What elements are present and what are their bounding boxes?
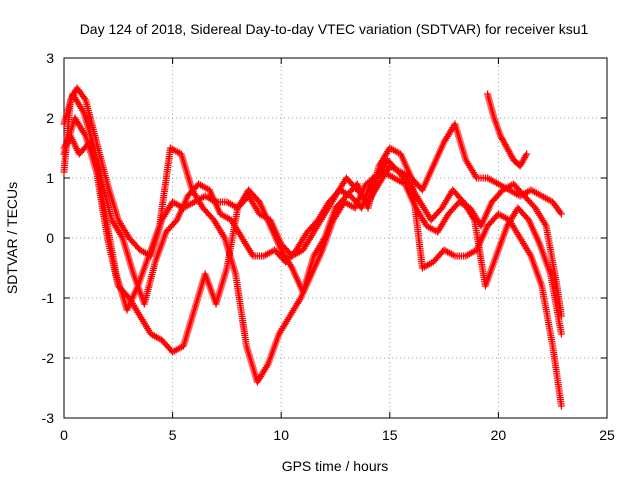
- data-point: [557, 402, 565, 410]
- y-axis-label: SDTVAR / TECUs: [4, 182, 20, 294]
- x-tick-label: 10: [273, 427, 289, 443]
- data-points: [60, 84, 565, 410]
- y-tick-label: 1: [46, 170, 54, 186]
- x-tick-label: 15: [382, 427, 398, 443]
- y-tick-label: 0: [46, 230, 54, 246]
- x-tick-label: 0: [60, 427, 68, 443]
- x-tick-label: 5: [169, 427, 177, 443]
- y-tick-label: 2: [46, 110, 54, 126]
- y-tick-label: -3: [42, 410, 55, 426]
- x-tick-label: 20: [491, 427, 507, 443]
- grid: [64, 58, 607, 418]
- chart-title: Day 124 of 2018, Sidereal Day-to-day VTE…: [80, 21, 589, 37]
- data-point: [557, 330, 565, 338]
- series-4: [60, 114, 565, 410]
- series-5: [484, 90, 531, 170]
- y-tick-label: -1: [42, 290, 55, 306]
- axis-ticks: 0 5 10 15 20 25 -3 -2 -1 0 1 2 3: [42, 50, 615, 443]
- y-tick-label: -2: [42, 350, 55, 366]
- data-point: [557, 210, 565, 218]
- x-tick-label: 25: [599, 427, 615, 443]
- y-tick-label: 3: [46, 50, 54, 66]
- x-axis-label: GPS time / hours: [282, 458, 389, 474]
- plot-frame: [63, 57, 608, 419]
- data-point: [523, 150, 531, 158]
